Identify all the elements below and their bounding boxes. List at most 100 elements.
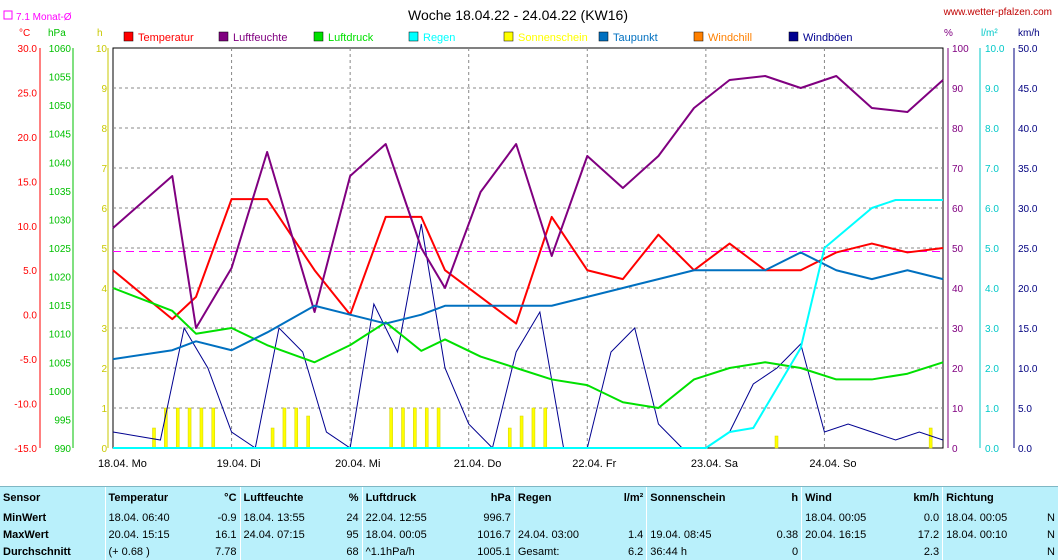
- legend-swatch-3: [408, 31, 419, 42]
- sunshine-bar: [152, 427, 156, 449]
- stats-cell: 36:44 h: [646, 543, 763, 560]
- x-tick-label: 23.04. Sa: [691, 458, 739, 470]
- stats-cell: [610, 509, 647, 526]
- stats-cell: 18.04. 13:55: [239, 509, 336, 526]
- tick-label-rain: 6.0: [985, 204, 999, 215]
- site-url[interactable]: www.wetter-pfalzen.com: [943, 7, 1052, 18]
- sunshine-bar: [306, 415, 310, 449]
- stats-header-sun-unit: h: [791, 492, 799, 504]
- series-regen: [113, 199, 943, 449]
- chart-legend: Temperatur Luftfeuchte Luftdruck Regen Sonne…: [123, 31, 853, 44]
- tick-label-wind: 0.0: [1018, 444, 1032, 455]
- statistics-table: Sensor Temperatur °C Luftfeuchte % Luftd…: [0, 487, 1058, 560]
- tick-label-wind: 20.0: [1018, 284, 1038, 295]
- sunshine-bar: [928, 427, 933, 449]
- stats-cell: 0: [791, 545, 799, 558]
- stats-header-temp-unit: °C: [224, 492, 237, 504]
- tick-label-wind: 5.0: [1018, 404, 1032, 415]
- tick-label-temp: 5.0: [23, 266, 37, 277]
- legend-label-5: Taupunkt: [613, 32, 658, 44]
- x-tick-label: 18.04. Mo: [98, 458, 147, 470]
- stats-cell: [942, 543, 1039, 560]
- tick-label-press: 1030: [49, 215, 72, 226]
- tick-label-press: 1005: [49, 358, 72, 369]
- stats-cell: Gesamt:: [513, 543, 610, 560]
- stats-cell: 24: [346, 511, 359, 524]
- legend-swatch-7: [788, 31, 799, 42]
- tick-label-temp: 30.0: [18, 44, 38, 55]
- tick-label-rain: 0.0: [985, 444, 999, 455]
- sunshine-bar: [413, 407, 417, 449]
- stats-cell: 18.04. 00:05: [942, 509, 1039, 526]
- legend-label-3: Regen: [423, 32, 455, 44]
- unit-wind: km/h: [1018, 28, 1040, 39]
- tick-label-rain: 10.0: [985, 44, 1005, 55]
- sunshine-bar: [436, 407, 441, 449]
- series-luftfeuchte: [112, 75, 944, 329]
- tick-label-press: 1020: [49, 273, 72, 284]
- series-windboeen: [112, 223, 944, 449]
- tick-label-wind: 35.0: [1018, 164, 1038, 175]
- sunshine-bar: [187, 407, 192, 449]
- legend-swatch-1: [218, 31, 229, 42]
- stats-cell: 22.04. 12:55: [361, 509, 458, 526]
- stats-cell: 6.2: [627, 545, 644, 558]
- stats-row-min: MinWert 18.04. 06:40 -0.9 18.04. 13:55 2…: [0, 509, 1058, 526]
- stats-cell: N: [1047, 528, 1055, 541]
- tick-label-press: 1060: [49, 44, 72, 55]
- legend-swatch-0: [123, 31, 134, 42]
- stats-cell: 20.04. 16:15: [801, 526, 898, 543]
- tick-label-temp: 15.0: [18, 177, 38, 188]
- legend-label-1: Luftfeuchte: [233, 32, 287, 44]
- sunshine-bar: [282, 407, 287, 449]
- tick-label-rain: 9.0: [985, 84, 999, 95]
- tick-label-rain: 4.0: [985, 284, 999, 295]
- tick-label-rain: 3.0: [985, 324, 999, 335]
- tick-label-hum: 10: [952, 404, 964, 415]
- tick-label-temp: -10.0: [14, 400, 37, 411]
- stats-header-press-unit: hPa: [490, 492, 511, 504]
- sunshine-bar: [507, 427, 512, 449]
- tick-label-temp: 0.0: [23, 311, 37, 322]
- stats-cell: 18.04. 00:05: [361, 526, 458, 543]
- stats-cell: 7.78: [215, 545, 237, 558]
- stats-header-hum: Luftfeuchte: [239, 487, 336, 509]
- unit-press: hPa: [48, 28, 66, 39]
- tick-label-sun: 4: [101, 284, 107, 295]
- stats-header-press: Luftdruck: [361, 487, 458, 509]
- tick-label-press: 995: [54, 415, 71, 426]
- sunshine-bar: [774, 435, 779, 449]
- tick-label-temp: 25.0: [18, 88, 38, 99]
- sunshine-bar: [270, 427, 275, 449]
- sunshine-bar: [211, 407, 216, 449]
- x-tick-label: 20.04. Mi: [335, 458, 380, 470]
- chart-title: Woche 18.04.22 - 24.04.22 (KW16): [408, 7, 628, 23]
- stats-cell: -0.9: [217, 511, 237, 524]
- tick-label-rain: 5.0: [985, 244, 999, 255]
- stats-header-rain-unit: l/m²: [623, 492, 644, 504]
- stats-cell: [762, 509, 801, 526]
- avg-marker-icon: [3, 10, 13, 20]
- sunshine-bar: [531, 407, 536, 449]
- series-taupunkt: [112, 251, 944, 361]
- stats-cell: 24.04. 07:15: [239, 526, 336, 543]
- sunshine-bar: [543, 407, 548, 449]
- legend-swatch-5: [598, 31, 609, 42]
- weather-chart: 30.025.020.015.010.05.00.0-5.0-10.0-15.0…: [3, 7, 1052, 470]
- legend-label-0: Temperatur: [138, 32, 194, 44]
- sunshine-bar: [424, 407, 429, 449]
- tick-label-temp: 10.0: [18, 222, 38, 233]
- stats-cell: 0.0: [923, 511, 940, 524]
- tick-label-wind: 45.0: [1018, 84, 1038, 95]
- stats-cell: 68: [346, 545, 359, 558]
- tick-label-wind: 10.0: [1018, 364, 1038, 375]
- legend-label-6: Windchill: [708, 32, 752, 44]
- stats-row-label: MinWert: [3, 511, 47, 524]
- tick-label-hum: 100: [952, 44, 969, 55]
- legend-label-2: Luftdruck: [328, 32, 374, 44]
- stats-cell: [646, 509, 763, 526]
- stats-cell: [239, 543, 336, 560]
- tick-label-press: 1050: [49, 101, 72, 112]
- stats-header-wind-unit: km/h: [913, 492, 940, 504]
- stats-cell: 19.04. 08:45: [646, 526, 763, 543]
